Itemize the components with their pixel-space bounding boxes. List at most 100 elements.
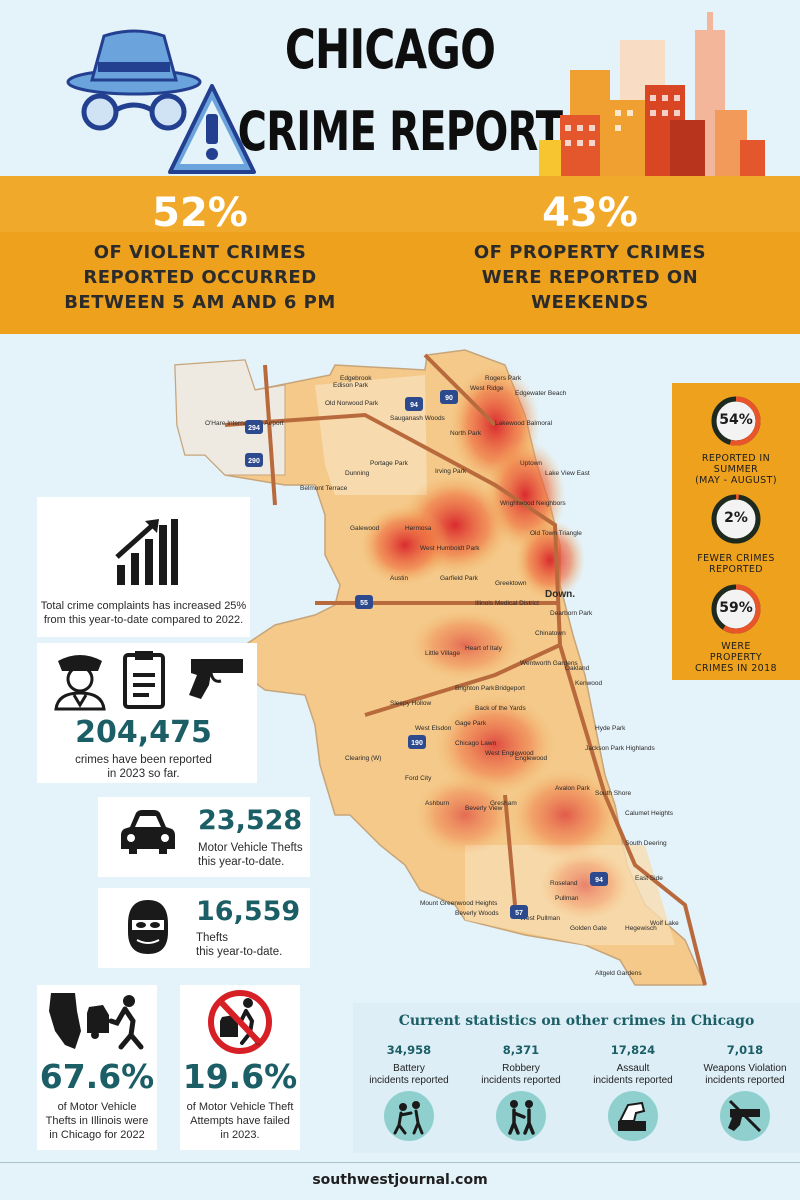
map-label: Portage Park: [370, 460, 409, 467]
skyline-icon: [539, 12, 765, 180]
stat-battery: 34,958 Battery incidents reported: [353, 1043, 465, 1141]
masked-thief-icon: [128, 900, 168, 954]
spy-hat-glasses-icon: [66, 29, 256, 174]
footer-site[interactable]: southwestjournal.com: [312, 1172, 488, 1188]
thefts-text-line1: Thefts: [196, 932, 228, 944]
map-label: Old Norwood Park: [325, 400, 379, 407]
vehicle-thefts-text-line2: this year-to-date.: [198, 856, 285, 868]
fewer-crimes-text-line2: REPORTED: [708, 564, 764, 573]
map-label: South Deering: [625, 840, 667, 847]
map-label: Pullman: [555, 895, 579, 902]
highways: [224, 353, 707, 986]
vehicle-thefts-text-line1: Motor Vehicle Thefts: [198, 842, 303, 854]
map-label: Irving Park: [435, 468, 467, 475]
map-label: Ashburn: [425, 800, 450, 807]
other-crimes-title: Current statistics on other crimes in Ch…: [398, 1013, 755, 1029]
crime-trend-text-line2: from this year-to-date compared to 2022.: [43, 614, 244, 626]
stat-robbery-label-line1: Robbery: [502, 1063, 540, 1074]
stat-robbery-number: 8,371: [502, 1043, 540, 1057]
footer-divider: [0, 1162, 800, 1163]
map-label: Edgewater Beach: [515, 390, 567, 397]
map-label: Golden Gate: [570, 925, 607, 932]
map-label: Greektown: [495, 580, 527, 587]
map-label: Brighton Park: [455, 685, 495, 692]
stat-weapons: 7,018 Weapons Violation incidents report…: [689, 1043, 800, 1141]
failed-attempts-text: of Motor Vehicle Theft Attempts have fai…: [180, 1100, 300, 1142]
map-label: Beverly View: [465, 805, 503, 812]
map-label: Little Village: [425, 650, 460, 657]
property-crime-text: OF PROPERTY CRIMES WERE REPORTED ON WEEK…: [410, 240, 770, 315]
map-label: Avalon Park: [555, 785, 591, 792]
map-label: Ford City: [405, 775, 432, 782]
property-crimes-ring-icon: [711, 584, 761, 634]
map-label: Oakland: [565, 665, 590, 672]
highway-shield-number: 190: [411, 740, 423, 747]
illinois-share-card: 67.6% of Motor Vehicle Thefts in Illinoi…: [37, 985, 157, 1150]
header-illustration-left: [62, 22, 262, 187]
map-label: Heart of Italy: [465, 645, 503, 652]
vehicle-thefts-card: 23,528 Motor Vehicle Thefts this year-to…: [98, 797, 310, 877]
total-crimes-text: crimes have been reported in 2023 so far…: [37, 753, 250, 781]
summer-text-line3: (MAY - AUGUST): [695, 475, 777, 486]
map-label: Down.: [545, 589, 575, 600]
map-label: Roseland: [550, 880, 578, 887]
map-label: Hermosa: [405, 525, 432, 532]
map-label: Lake View East: [545, 470, 590, 477]
handgun-icon: [189, 659, 243, 699]
thefts-text-line2: this year-to-date.: [196, 946, 283, 958]
illinois-share-text-line3: in Chicago for 2022: [49, 1129, 145, 1141]
page-title-line2: CRIME REPORT: [237, 100, 563, 163]
fewer-crimes-text: FEWER CRIMES REPORTED: [672, 553, 800, 573]
map-label: Wolf Lake: [650, 920, 679, 927]
illinois-share-text-line2: Thefts in Illinois were: [45, 1115, 149, 1127]
highway-shield-number: 94: [595, 877, 603, 884]
other-crimes-panel: Current statistics on other crimes in Ch…: [353, 1003, 800, 1153]
assault-icon: [608, 1091, 658, 1141]
stat-robbery: 8,371 Robbery incidents reported: [465, 1043, 577, 1141]
violent-crime-text-line2: REPORTED OCCURRED: [83, 267, 317, 288]
map-label: Calumet Heights: [625, 810, 674, 817]
stat-assault-label-line1: Assault: [616, 1063, 650, 1074]
map-label: West Ridge: [470, 385, 504, 392]
failed-attempts-text-line1: of Motor Vehicle Theft: [186, 1101, 294, 1113]
map-label: Wrightwood Neighbors: [500, 500, 566, 507]
map-label: Mount Greenwood Heights: [420, 900, 498, 907]
property-crime-text-line2: WERE REPORTED ON: [481, 267, 699, 288]
map-label: Austin: [390, 575, 408, 582]
property-crimes-text-line2: PROPERTY: [709, 652, 763, 663]
crime-trend-text: Total crime complaints has increased 25%…: [37, 599, 250, 627]
seasonal-stats-panel: 54% REPORTED IN SUMMER (MAY - AUGUST) 2%…: [672, 383, 800, 680]
summer-text-line2: SUMMER: [713, 464, 759, 475]
failed-attempts-text-line2: Attempts have failed: [190, 1115, 290, 1127]
stat-weapons-label-line2: incidents reported: [705, 1075, 785, 1086]
stat-weapons-label-line1: Weapons Violation: [703, 1063, 787, 1074]
illinois-car-theft-icon: [49, 993, 144, 1050]
map-label: Hyde Park: [595, 725, 626, 732]
battery-assault-icon: [384, 1091, 434, 1141]
map-label: East Side: [635, 875, 663, 882]
violent-crime-pct: 52%: [152, 190, 248, 236]
summer-ring-icon: [711, 396, 761, 446]
highway-shield-number: 94: [410, 402, 418, 409]
map-label: Clearing (W): [345, 755, 381, 762]
illinois-share-text-line1: of Motor Vehicle: [57, 1101, 137, 1113]
stat-battery-label: Battery incidents reported: [353, 1063, 465, 1087]
stat-weapons-number: 7,018: [726, 1043, 764, 1057]
illinois-share-text: of Motor Vehicle Thefts in Illinois were…: [37, 1100, 157, 1142]
vehicle-thefts-text: Motor Vehicle Thefts this year-to-date.: [198, 841, 303, 869]
map-label: O'Hare International Airport: [205, 420, 284, 427]
crime-trend-card: Total crime complaints has increased 25%…: [37, 497, 250, 637]
clipboard-icon: [123, 651, 165, 709]
map-label: Gage Park: [455, 720, 487, 727]
violent-crime-text-line1: OF VIOLENT CRIMES: [93, 242, 307, 263]
map-label: Uptown: [520, 460, 542, 467]
illinois-share-number: 67.6%: [39, 1057, 155, 1096]
failed-attempts-card: 19.6% of Motor Vehicle Theft Attempts ha…: [180, 985, 300, 1150]
map-label: Sleepy Hollow: [390, 700, 431, 707]
map-label: West Humboldt Park: [420, 545, 480, 552]
violent-crime-text: OF VIOLENT CRIMES REPORTED OCCURRED BETW…: [20, 240, 380, 315]
map-label: Back of the Yards: [475, 705, 526, 712]
northwest-area: [315, 375, 427, 495]
stat-assault-number: 17,824: [610, 1043, 656, 1057]
